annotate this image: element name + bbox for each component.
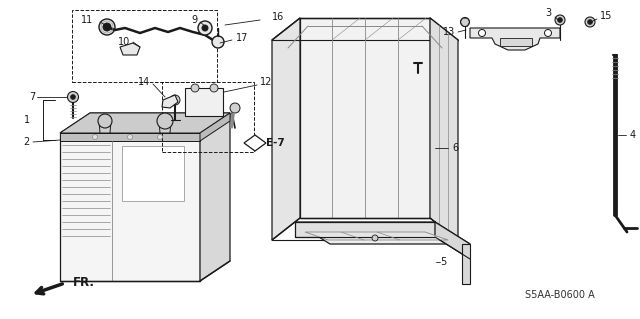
Circle shape <box>202 25 208 31</box>
Circle shape <box>157 135 163 139</box>
Circle shape <box>585 17 595 27</box>
Text: 12: 12 <box>260 77 273 87</box>
Text: 11: 11 <box>81 15 93 25</box>
Polygon shape <box>500 38 532 46</box>
Circle shape <box>212 36 224 48</box>
Polygon shape <box>295 222 435 237</box>
Circle shape <box>67 92 79 102</box>
Polygon shape <box>120 43 140 55</box>
Text: FR.: FR. <box>73 276 95 288</box>
Polygon shape <box>60 113 230 133</box>
Circle shape <box>479 29 486 36</box>
Circle shape <box>98 114 112 128</box>
Text: 16: 16 <box>272 12 284 22</box>
Circle shape <box>93 135 97 139</box>
Text: 13: 13 <box>443 27 455 37</box>
Text: E-7: E-7 <box>266 138 284 148</box>
Circle shape <box>461 18 470 26</box>
Text: 1: 1 <box>24 115 30 125</box>
Circle shape <box>210 84 218 92</box>
Text: 15: 15 <box>600 11 612 21</box>
Circle shape <box>103 23 111 31</box>
Polygon shape <box>60 133 200 281</box>
Polygon shape <box>159 121 171 133</box>
Circle shape <box>170 95 180 105</box>
Polygon shape <box>305 232 448 240</box>
Polygon shape <box>60 133 200 141</box>
Circle shape <box>545 29 552 36</box>
Bar <box>122 146 184 201</box>
Polygon shape <box>300 18 430 218</box>
Circle shape <box>198 21 212 35</box>
Polygon shape <box>200 113 230 281</box>
Polygon shape <box>435 222 470 259</box>
Text: 2: 2 <box>24 137 30 147</box>
Circle shape <box>555 15 565 25</box>
Bar <box>162 82 254 152</box>
Text: 4: 4 <box>630 130 636 140</box>
Polygon shape <box>60 113 230 133</box>
Text: 14: 14 <box>138 77 150 87</box>
Polygon shape <box>295 222 470 244</box>
Polygon shape <box>430 18 458 240</box>
Text: 17: 17 <box>236 33 248 43</box>
Circle shape <box>70 94 76 100</box>
Circle shape <box>99 19 115 35</box>
Circle shape <box>372 235 378 241</box>
Text: 6: 6 <box>452 143 458 153</box>
Polygon shape <box>470 28 560 50</box>
Circle shape <box>230 103 240 113</box>
Polygon shape <box>244 135 266 151</box>
Text: 9: 9 <box>192 15 198 25</box>
Circle shape <box>588 19 593 25</box>
Bar <box>72 10 217 82</box>
Polygon shape <box>200 113 230 141</box>
Polygon shape <box>462 244 470 284</box>
Polygon shape <box>272 18 300 240</box>
Bar <box>185 88 223 116</box>
Polygon shape <box>162 95 178 108</box>
Text: 5: 5 <box>440 257 446 267</box>
Circle shape <box>127 135 132 139</box>
Text: S5AA-B0600 A: S5AA-B0600 A <box>525 290 595 300</box>
Text: 3: 3 <box>545 8 551 18</box>
Polygon shape <box>99 121 111 133</box>
Text: 10: 10 <box>118 37 130 47</box>
Circle shape <box>557 18 563 23</box>
Circle shape <box>191 84 199 92</box>
Circle shape <box>157 113 173 129</box>
Text: 7: 7 <box>29 92 35 102</box>
